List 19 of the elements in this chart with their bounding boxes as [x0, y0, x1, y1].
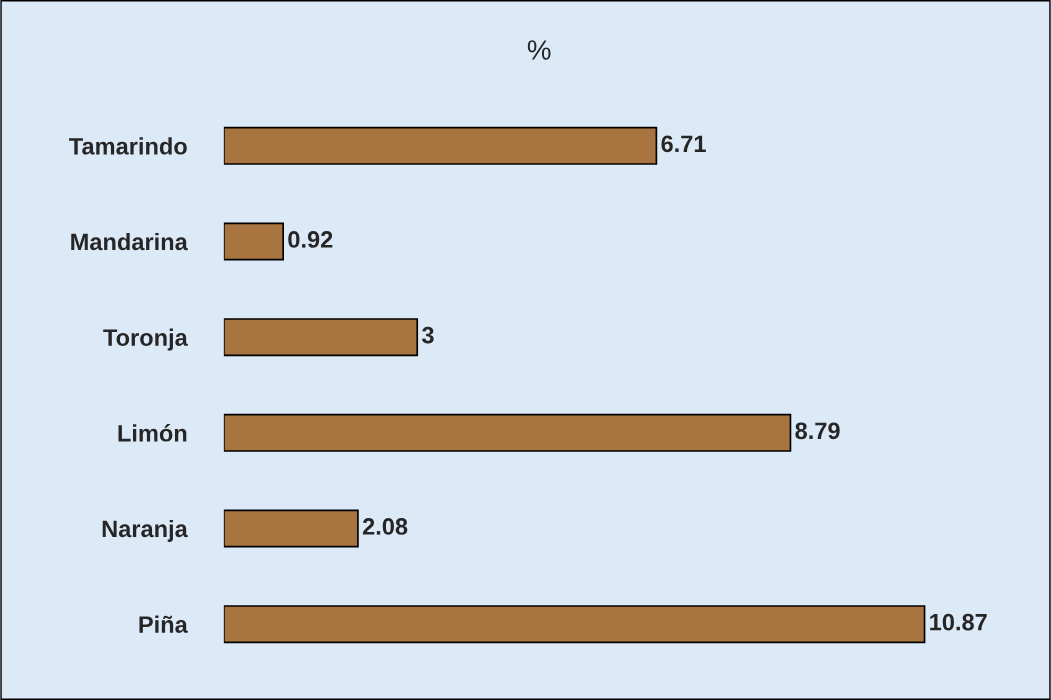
y-tick-label: Limón: [118, 424, 187, 442]
bar: [223, 222, 285, 261]
y-tick-label: Naranja: [102, 519, 188, 542]
data-label: 0.92: [288, 231, 333, 248]
y-tick-label: Toronja: [103, 328, 188, 351]
data-label: 6.71: [661, 135, 706, 153]
bar: [223, 318, 419, 357]
data-label: 10.87: [930, 613, 987, 631]
y-tick-label: Tamarindo: [69, 137, 187, 155]
data-label: 2.08: [362, 518, 408, 535]
chart-title: %: [527, 40, 551, 60]
y-tick-label: Piña: [139, 615, 188, 633]
data-label: 8.79: [795, 422, 840, 440]
y-tick-label: Mandarina: [71, 232, 188, 251]
bar: [223, 413, 792, 452]
bar: [223, 605, 926, 644]
bar: [223, 509, 359, 548]
bar: [223, 126, 658, 165]
data-label: 3: [421, 326, 434, 344]
